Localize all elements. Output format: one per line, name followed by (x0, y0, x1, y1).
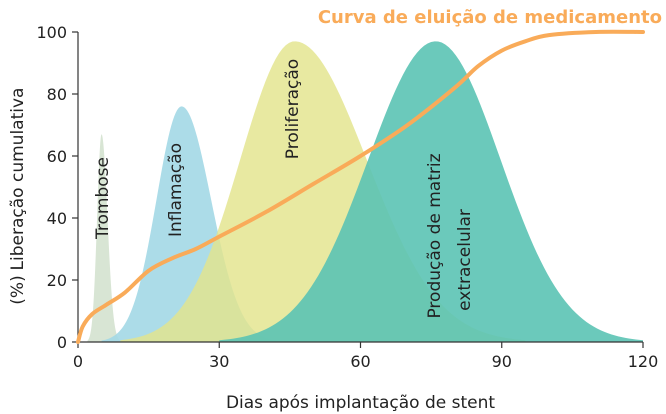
y-tick-label: 40 (47, 209, 67, 228)
region-area-3 (219, 41, 643, 342)
x-tick-label: 60 (350, 352, 370, 371)
region-area-0 (87, 134, 121, 342)
region-area-2 (120, 41, 526, 342)
y-tick-label: 20 (47, 271, 67, 290)
regions-layer (87, 41, 643, 342)
y-tick-label: 0 (57, 333, 67, 352)
region-label-trombose: Trombose (93, 157, 113, 240)
region-label-matriz-line2: extracelular (455, 209, 475, 311)
y-tick-label: 80 (47, 85, 67, 104)
x-tick-label: 120 (628, 352, 659, 371)
series-line-0 (76, 29, 645, 344)
y-tick-label: 60 (47, 147, 67, 166)
y-axis-title-line2: (%) (8, 275, 28, 304)
series-title: Curva de eluição de medicamento (318, 7, 662, 28)
region-label-proliferacao: Proliferação (283, 59, 303, 159)
region-label-matriz-line1: Produção de matriz (425, 153, 445, 318)
x-tick-label: 0 (73, 352, 83, 371)
curve-layer: Curva de eluição de medicamento (76, 7, 662, 344)
x-axis-title: Dias após implantação de stent (226, 393, 495, 413)
x-tick-label: 30 (209, 352, 229, 371)
x-tick-label: 90 (492, 352, 512, 371)
labels-layer: Trombose Inflamação Proliferação Produção d… (93, 59, 475, 319)
region-area-1 (101, 106, 276, 342)
y-axis-title-line1: Liberação cumulativa (8, 88, 28, 271)
axes-layer: 0 20 40 60 80 100 0 30 60 90 120 Dias após implanta… (8, 23, 658, 413)
region-label-inflamacao: Inflamação (166, 143, 186, 237)
y-tick-label: 100 (36, 23, 67, 42)
